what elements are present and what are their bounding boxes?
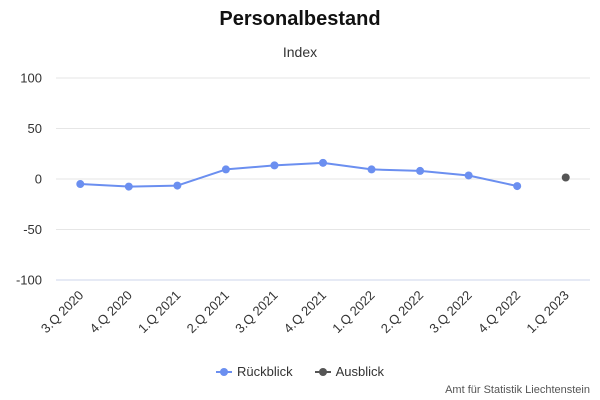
series-1-point[interactable]: [561, 173, 570, 182]
legend: Rückblick Ausblick: [0, 364, 600, 379]
gridlines: [56, 77, 590, 281]
legend-item-rueckblick[interactable]: Rückblick: [215, 364, 293, 379]
x-tick-label: 3.Q 2020: [38, 288, 86, 336]
legend-label-rueckblick: Rückblick: [236, 364, 293, 379]
x-axis-tick-labels: 3.Q 2020 4.Q 2020 1.Q 2021 2.Q 2021 3.Q 2021…: [38, 288, 572, 336]
x-tick-label: 4.Q 2020: [87, 288, 135, 336]
chart-subtitle: Index: [282, 44, 318, 60]
legend-symbol-ausblick: [314, 367, 331, 377]
y-tick-label: 100: [20, 71, 42, 86]
series-0-point[interactable]: [124, 182, 133, 191]
legend-item-ausblick[interactable]: Ausblick: [314, 364, 385, 379]
x-tick-label: 2.Q 2021: [184, 288, 232, 336]
series-0-point[interactable]: [416, 166, 425, 175]
legend-symbol-rueckblick: [215, 367, 232, 377]
credits[interactable]: Amt für Statistik Liechtenstein: [445, 384, 590, 396]
series-0-point[interactable]: [270, 161, 279, 170]
series-layer: [76, 158, 570, 191]
series-0-point[interactable]: [319, 158, 327, 167]
series-0-point[interactable]: [367, 165, 376, 174]
x-tick-label: 1.Q 2023: [523, 288, 571, 336]
x-tick-label: 2.Q 2022: [378, 288, 426, 336]
series-0-point[interactable]: [221, 165, 230, 174]
x-tick-label: 4.Q 2021: [281, 288, 329, 336]
x-tick-label: 3.Q 2022: [426, 288, 474, 336]
series-line-0: [80, 161, 518, 188]
y-tick-label: -50: [23, 222, 42, 237]
y-tick-label: 0: [35, 172, 42, 187]
series-0-point[interactable]: [513, 182, 522, 191]
chart-title: Personalbestand: [219, 8, 381, 30]
x-tick-label: 4.Q 2022: [475, 288, 523, 336]
series-0-point[interactable]: [464, 171, 473, 180]
x-tick-label: 3.Q 2021: [232, 288, 280, 336]
y-axis-tick-labels: 100 50 0 -50 -100: [16, 71, 42, 288]
x-tick-label: 1.Q 2022: [329, 288, 377, 336]
series-0-point[interactable]: [76, 180, 85, 189]
y-tick-label: 50: [28, 121, 42, 136]
x-tick-label: 1.Q 2021: [135, 288, 183, 336]
legend-label-ausblick: Ausblick: [335, 364, 385, 379]
series-0-point[interactable]: [173, 181, 182, 190]
y-tick-label: -100: [16, 273, 42, 288]
